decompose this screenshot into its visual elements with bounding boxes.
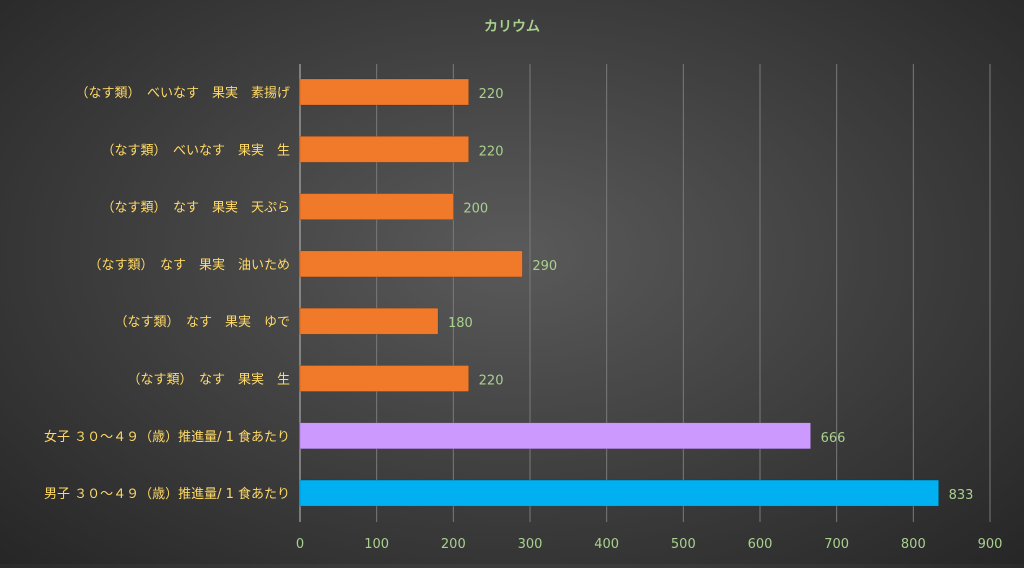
bar — [299, 78, 469, 106]
x-tick-label: 400 — [594, 537, 619, 552]
x-tick-label: 200 — [441, 537, 466, 552]
x-tick-label: 800 — [901, 537, 926, 552]
bar — [299, 307, 439, 335]
bar — [299, 365, 469, 392]
category-label: 男子 ３０～４９（歳）推進量/ 1 食あたり — [44, 486, 290, 502]
value-labels: 220 220 200 290 180 220 666 833 — [448, 87, 973, 503]
category-label: （なす類） べいなす 果実 素揚げ — [75, 85, 290, 101]
bar — [299, 136, 469, 163]
category-label: （なす類） なす 果実 油いため — [88, 257, 290, 273]
x-axis-ticks: 0 100 200 300 400 500 600 700 800 900 — [296, 537, 1003, 552]
bars — [299, 78, 939, 507]
x-tick-label: 700 — [824, 537, 849, 552]
value-label: 833 — [949, 488, 974, 503]
gridlines — [299, 64, 991, 522]
bar — [299, 422, 811, 450]
bar — [299, 193, 454, 220]
x-tick-label: 500 — [671, 537, 696, 552]
value-label: 220 — [479, 374, 504, 389]
x-tick-label: 600 — [748, 537, 773, 552]
value-label: 180 — [448, 316, 473, 331]
x-tick-label: 100 — [364, 537, 389, 552]
category-label: （なす類） なす 果実 ゆで — [114, 314, 290, 330]
value-label: 220 — [479, 87, 504, 102]
category-label: （なす類） なす 果実 生 — [127, 372, 290, 388]
x-tick-label: 0 — [296, 537, 304, 552]
value-label: 666 — [821, 431, 846, 446]
category-label: （なす類） なす 果実 天ぷら — [101, 200, 290, 216]
category-label: 女子 ３０～４９（歳）推進量/ 1 食あたり — [44, 429, 290, 445]
x-tick-label: 900 — [978, 537, 1003, 552]
category-label: （なす類） べいなす 果実 生 — [101, 142, 290, 158]
bar — [299, 479, 939, 507]
value-label: 220 — [479, 144, 504, 159]
category-labels: （なす類） べいなす 果実 素揚げ （なす類） べいなす 果実 生 （なす類） なす… — [44, 85, 290, 502]
chart-title: カリウム — [484, 19, 540, 35]
bar — [299, 250, 523, 278]
value-label: 290 — [532, 259, 557, 274]
x-tick-label: 300 — [518, 537, 543, 552]
value-label: 200 — [463, 202, 488, 217]
